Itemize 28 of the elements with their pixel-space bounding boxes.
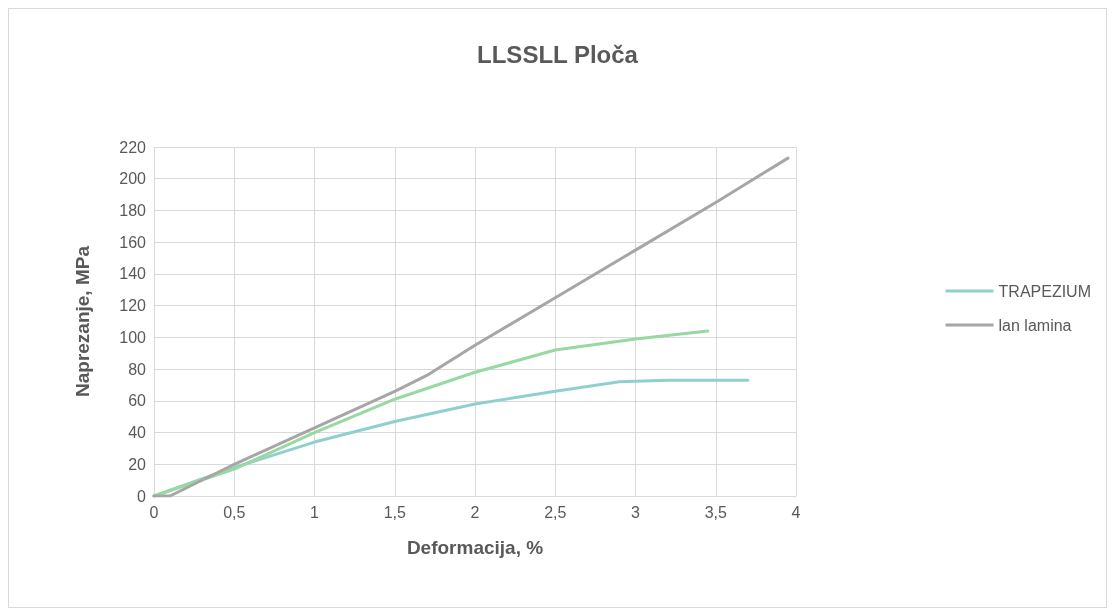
x-tick-label: 0 [149,503,159,521]
legend-label: TRAPEZIUM [998,282,1092,300]
line-series [152,156,790,498]
y-tick-label: 140 [119,265,147,283]
y-tick-label: 160 [119,233,147,251]
x-tick-label: 1,5 [383,503,406,521]
y-axis-title: Naprezanje, MPa [72,245,93,397]
y-tick-label: 120 [119,297,147,315]
x-tick-label: 1 [310,503,320,521]
y-tick-label: 60 [128,392,147,410]
y-tick-label: 20 [128,455,147,473]
y-tick-label: 80 [128,360,147,378]
y-tick-label: 100 [119,328,147,346]
x-tick-label: 0,5 [223,503,246,521]
x-tick-label: 3 [631,503,641,521]
y-tick-label: 200 [119,170,147,188]
line-series [152,329,710,498]
y-tick-label: 180 [119,201,147,219]
y-tick-label: 0 [137,487,147,505]
y-tick-label: 40 [128,424,147,442]
legend-label: lan lamina [998,316,1072,334]
x-axis-title: Deformacija, % [406,537,544,558]
y-tick-label: 220 [119,138,147,156]
x-tick-label: 2 [470,503,480,521]
x-tick-label: 3,5 [704,503,727,521]
x-tick-label: 2,5 [544,503,567,521]
chart-title: LLSSLL Ploča [477,40,639,68]
x-tick-label: 4 [791,503,801,521]
